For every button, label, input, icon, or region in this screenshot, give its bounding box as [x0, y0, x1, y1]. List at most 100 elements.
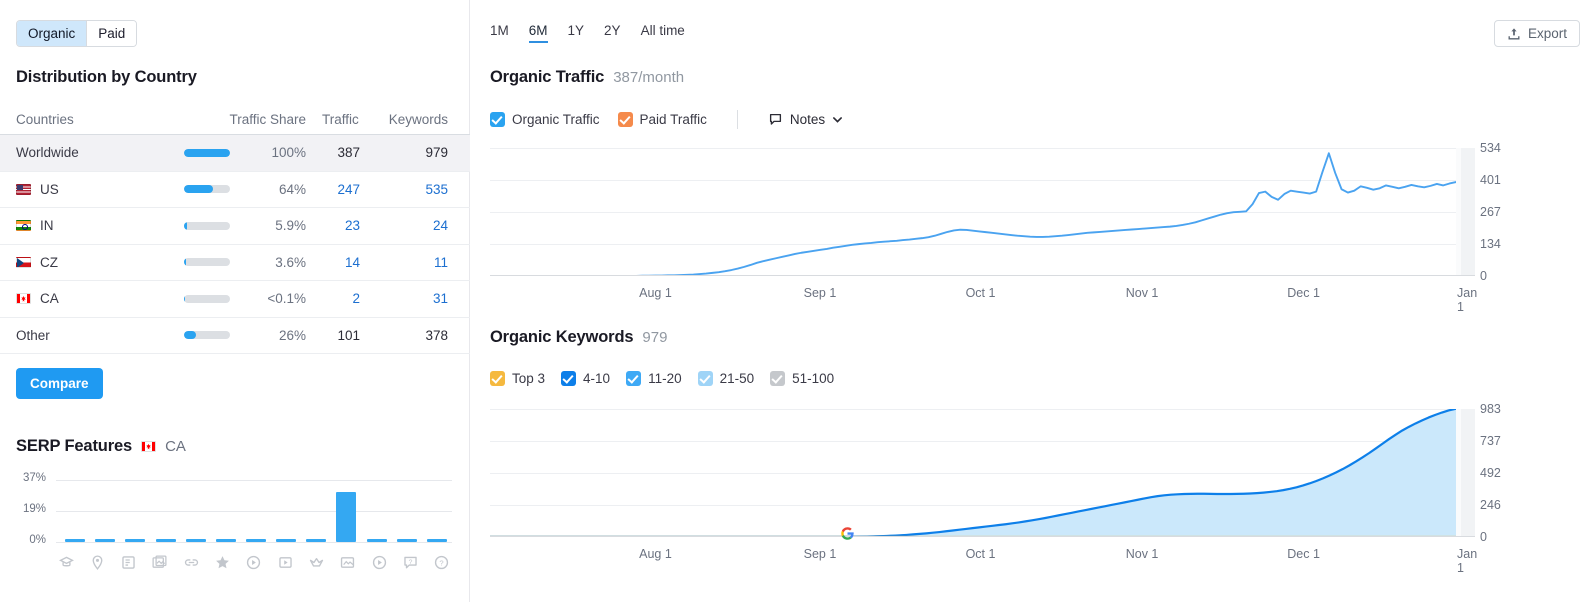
checkbox-checked-icon[interactable] [626, 371, 642, 386]
organic-keywords-header: Organic Keywords 979 [490, 328, 667, 347]
left-panel: Organic Paid Distribution by Country Cou… [0, 0, 470, 602]
legend-label: 21-50 [719, 371, 755, 386]
checkbox-checked-icon[interactable] [490, 112, 505, 127]
toggle-paid[interactable]: Paid [87, 21, 137, 46]
y-tick-label: 0 [1480, 530, 1487, 544]
row-country: US [16, 182, 184, 197]
row-keywords[interactable]: 535 [425, 181, 448, 197]
grid-line [490, 409, 1475, 410]
row-traffic[interactable]: 23 [344, 218, 360, 234]
checkbox-checked-icon[interactable] [617, 112, 633, 127]
period-selector[interactable]: 1M 6M 1Y 2Y All time [490, 23, 685, 43]
period-tab-6m[interactable]: 6M [528, 23, 548, 43]
serp-features-header: SERP Features CA [16, 437, 186, 456]
row-keywords[interactable]: 24 [432, 218, 448, 234]
star-rating-icon[interactable] [213, 552, 233, 572]
row-country: CA [16, 291, 184, 306]
faq-icon[interactable]: ? [401, 552, 421, 572]
y-tick-label: 267 [1480, 205, 1501, 219]
video-preview-icon[interactable] [369, 552, 389, 572]
row-keywords[interactable]: 31 [432, 291, 448, 307]
period-tab-1y[interactable]: 1Y [567, 23, 585, 38]
featured-snippet-icon[interactable] [56, 552, 76, 572]
traffic-legend[interactable]: Organic Traffic Paid Traffic Notes [490, 110, 843, 129]
checkbox-checked-icon[interactable] [490, 371, 505, 386]
serp-bar[interactable] [95, 539, 116, 542]
serp-bar[interactable] [215, 539, 236, 542]
x-tick-label: Sep 1 [803, 547, 837, 561]
serp-bar[interactable] [336, 491, 357, 542]
kwlegend-11-20[interactable]: 11-20 [626, 371, 682, 386]
col-keywords: Keywords [388, 112, 448, 127]
serp-bar[interactable] [65, 539, 86, 542]
row-share-label: 3.6% [275, 254, 306, 270]
export-button[interactable]: Export [1493, 20, 1580, 47]
row-traffic[interactable]: 14 [344, 254, 360, 270]
table-row[interactable]: Other 26% 101 378 [0, 318, 470, 354]
serp-bar[interactable] [185, 539, 206, 542]
legend-label: 4-10 [583, 371, 611, 386]
kwlegend-top-3[interactable]: Top 3 [490, 371, 545, 386]
serp-bar[interactable] [276, 539, 297, 542]
row-share-bar [184, 185, 242, 194]
grid-line [490, 505, 1475, 506]
table-row[interactable]: Worldwide 100% 387 979 [0, 135, 470, 172]
serp-bar[interactable] [155, 539, 176, 542]
serp-bar[interactable] [366, 539, 387, 542]
kwlegend-4-10[interactable]: 4-10 [561, 371, 610, 386]
video-icon[interactable] [244, 552, 264, 572]
row-traffic[interactable]: 247 [337, 181, 360, 197]
checkbox-checked-icon[interactable] [561, 371, 577, 386]
people-also-ask-icon[interactable]: ? [432, 552, 452, 572]
table-row[interactable]: US 64% 247 535 [0, 172, 470, 208]
period-tab-1m[interactable]: 1M [490, 23, 509, 38]
row-keywords[interactable]: 378 [425, 327, 448, 343]
sitelinks-icon[interactable] [181, 552, 201, 572]
series-organic-traffic [490, 152, 1475, 276]
serp-bar[interactable] [125, 539, 146, 542]
x-tick-label: Nov 1 [1125, 547, 1159, 561]
legend-organic-traffic[interactable]: Organic Traffic [490, 112, 600, 127]
table-row[interactable]: IN 5.9% 23 24 [0, 208, 470, 245]
row-keywords[interactable]: 11 [433, 254, 448, 270]
checkbox-checked-icon[interactable] [770, 371, 786, 386]
in-flag-icon [16, 220, 31, 232]
table-row[interactable]: CZ 3.6% 14 11 [0, 245, 470, 281]
grid-line [490, 473, 1475, 474]
serp-bar[interactable] [396, 539, 417, 542]
row-country: Other [16, 327, 50, 343]
x-tick-label: Nov 1 [1125, 286, 1159, 300]
row-keywords[interactable]: 979 [425, 145, 448, 161]
images-icon[interactable] [338, 552, 358, 572]
row-traffic[interactable]: 101 [337, 327, 360, 343]
serp-bar[interactable] [426, 539, 447, 542]
kwlegend-21-50[interactable]: 21-50 [697, 371, 755, 386]
kwlegend-51-100[interactable]: 51-100 [770, 371, 834, 386]
row-traffic[interactable]: 2 [352, 291, 360, 307]
row-traffic[interactable]: 387 [337, 145, 360, 161]
serp-bar[interactable] [246, 539, 266, 542]
keywords-legend[interactable]: Top 3 4-10 11-20 21-50 51-100 [490, 371, 834, 386]
checkbox-checked-icon[interactable] [697, 371, 713, 386]
organic-traffic-header: Organic Traffic 387/month [490, 68, 684, 87]
table-row[interactable]: CA <0.1% 2 31 [0, 281, 470, 318]
image-pack-icon[interactable] [150, 552, 170, 572]
serp-feature-icons[interactable]: ?? [56, 552, 452, 572]
google-icon[interactable] [840, 526, 855, 541]
compare-button[interactable]: Compare [16, 368, 103, 399]
keywords-y-axis: 0 246 492 737 983 [1480, 402, 1540, 544]
local-pack-icon[interactable] [87, 552, 107, 572]
reviews-icon[interactable] [119, 552, 139, 572]
organic-paid-toggle[interactable]: Organic Paid [16, 20, 138, 47]
x-tick-label: Jan 1 [1457, 286, 1478, 314]
right-panel: 1M 6M 1Y 2Y All time Export Organic Traffic … [470, 0, 1588, 602]
notes-dropdown[interactable]: Notes [768, 112, 843, 127]
video-carousel-icon[interactable] [275, 552, 295, 572]
period-tab-2y[interactable]: 2Y [604, 23, 621, 38]
legend-paid-traffic[interactable]: Paid Traffic [617, 112, 707, 127]
period-tab-all-time[interactable]: All time [640, 23, 685, 38]
serp-bar[interactable] [306, 539, 327, 542]
toggle-organic[interactable]: Organic [17, 21, 87, 46]
y-tick-label: 0 [1480, 269, 1487, 283]
top-stories-icon[interactable] [307, 552, 327, 572]
